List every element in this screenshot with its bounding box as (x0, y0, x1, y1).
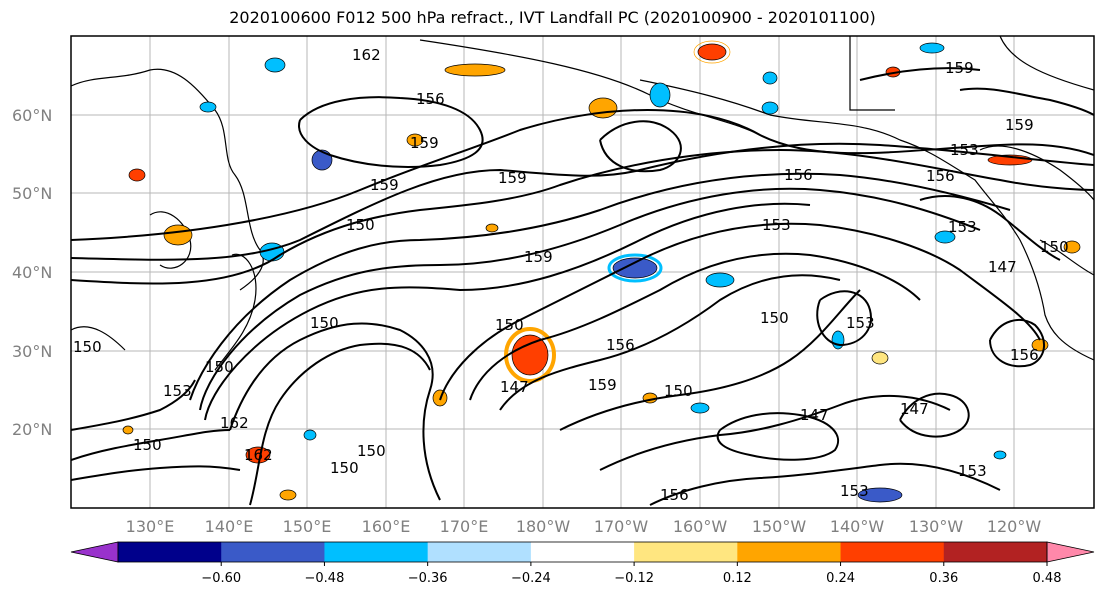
colorbar-segment (634, 542, 738, 562)
colorbar-segment (221, 542, 325, 562)
contour-label: 147 (988, 258, 1017, 276)
contour-label: 162 (244, 446, 273, 464)
colorbar-segment (118, 542, 222, 562)
map-title: 2020100600 F012 500 hPa refract., IVT La… (229, 8, 876, 27)
contour-label: 156 (784, 166, 813, 184)
colorbar-segment (427, 542, 532, 562)
colorbar-segment (530, 542, 635, 562)
lon-label: 180°W (516, 517, 571, 536)
colorbar-segment (324, 542, 429, 562)
lon-label: 170°W (594, 517, 649, 536)
colorbar-segment (840, 542, 945, 562)
contour-label: 150 (664, 382, 693, 400)
contour-label: 159 (370, 176, 399, 194)
colorbar: −0.60 −0.48 −0.36 −0.24 −0.12 0.12 0.24 0.36 0.4… (70, 541, 1095, 586)
contour-label: 159 (1005, 116, 1034, 134)
lon-label: 120°W (987, 517, 1042, 536)
contour-label: 156 (606, 336, 635, 354)
contour-labels: 162 159 156 159 159 153 159 159 150 159 … (73, 46, 1069, 504)
contour-label: 159 (498, 169, 527, 187)
contour-label: 150 (1040, 238, 1069, 256)
contour-label: 159 (945, 59, 974, 77)
colorbar-tick-label: −0.36 (408, 571, 448, 586)
coastlines (71, 36, 1094, 371)
lon-label: 160°W (673, 517, 728, 536)
contour-label: 153 (762, 216, 791, 234)
contour-label: 150 (205, 358, 234, 376)
colorbar-tick-label: 0.36 (929, 571, 958, 586)
lat-label-40n: 40°N (12, 263, 52, 282)
latitude-labels: 60°N 50°N 40°N 30°N 20°N (12, 106, 52, 439)
colorbar-tick-label: −0.60 (201, 571, 241, 586)
lon-label: 140°W (830, 517, 885, 536)
longitude-labels: 130°E 140°E 150°E 160°E 170°E 180°W 170°… (126, 517, 1042, 536)
contour-label: 153 (846, 314, 875, 332)
contour-label: 147 (500, 378, 529, 396)
contour-label: 162 (220, 414, 249, 432)
contour-label: 159 (524, 248, 553, 266)
contour-label: 153 (840, 482, 869, 500)
colorbar-tick-label: 0.12 (723, 571, 752, 586)
lat-label-20n: 20°N (12, 420, 52, 439)
contour-label: 156 (1010, 346, 1039, 364)
map-border (70, 35, 1095, 509)
colorbar-tick-label: 0.48 (1033, 571, 1062, 586)
contour-label: 150 (346, 216, 375, 234)
contour-label: 150 (495, 316, 524, 334)
colorbar-tick-label: −0.24 (511, 571, 551, 586)
contour-label: 159 (588, 376, 617, 394)
contour-label: 153 (948, 218, 977, 236)
contour-label: 150 (357, 442, 386, 460)
contour-label: 150 (73, 338, 102, 356)
lon-label: 130°E (126, 517, 175, 536)
colorbar-extend-high (1046, 541, 1095, 563)
refractivity-contours (71, 67, 1094, 506)
colorbar-extend-low (70, 541, 119, 563)
lon-label: 150°W (752, 517, 807, 536)
lon-label: 140°E (205, 517, 254, 536)
contour-label: 153 (950, 141, 979, 159)
colorbar-tick-label: −0.48 (305, 571, 345, 586)
lon-label: 130°W (909, 517, 964, 536)
colorbar-segment (943, 542, 1048, 562)
lat-label-60n: 60°N (12, 106, 52, 125)
contour-label: 153 (958, 462, 987, 480)
contour-label: 150 (133, 436, 162, 454)
lon-label: 150°E (283, 517, 332, 536)
colorbar-tick-label: −0.12 (614, 571, 654, 586)
contour-label: 150 (330, 459, 359, 477)
contour-label: 147 (800, 406, 829, 424)
contour-label: 156 (926, 167, 955, 185)
lon-label: 170°E (440, 517, 489, 536)
contour-label: 156 (660, 486, 689, 504)
colorbar-outline (117, 541, 1048, 563)
contour-label: 150 (760, 309, 789, 327)
colorbar-tick-label: 0.24 (826, 571, 855, 586)
anomaly-fills (122, 40, 1081, 503)
contour-label: 162 (352, 46, 381, 64)
contour-label: 153 (163, 382, 192, 400)
contour-label: 159 (410, 134, 439, 152)
contour-label: 150 (310, 314, 339, 332)
lon-label: 160°E (362, 517, 411, 536)
contour-label: 147 (900, 400, 929, 418)
contour-label: 156 (416, 90, 445, 108)
lat-label-50n: 50°N (12, 184, 52, 203)
colorbar-segment (737, 542, 842, 562)
lat-label-30n: 30°N (12, 342, 52, 361)
